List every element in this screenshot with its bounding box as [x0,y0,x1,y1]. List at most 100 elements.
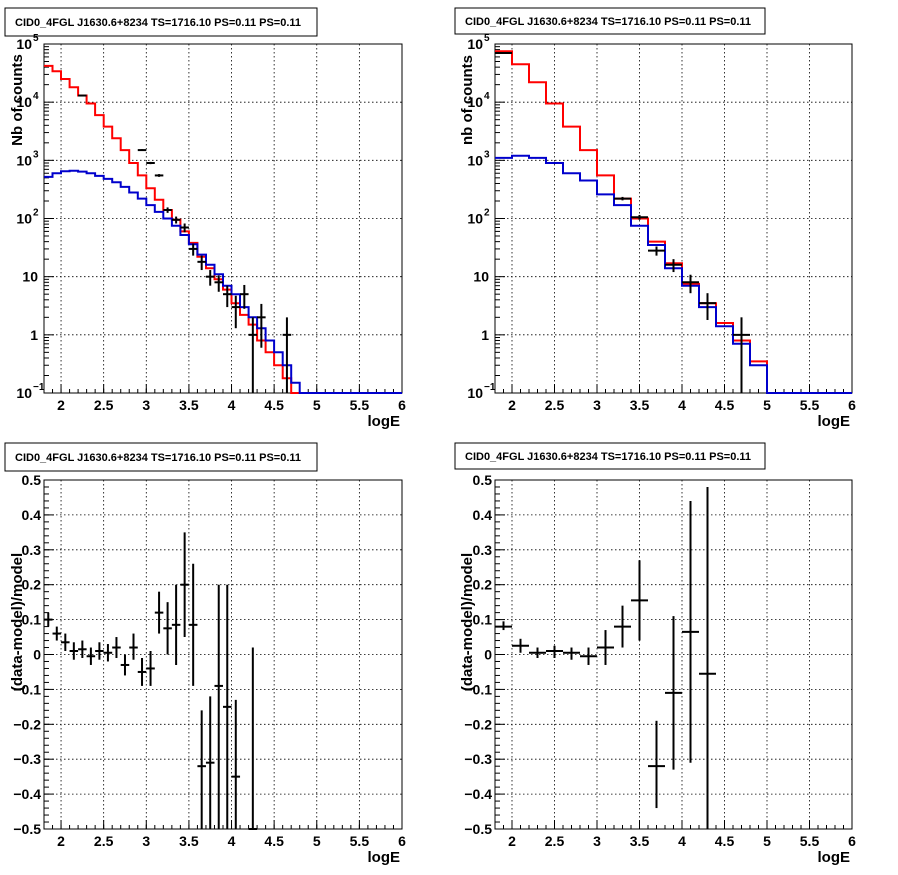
x-tick-label: 3.5 [179,397,199,413]
y-tick-label: 10 [16,152,32,168]
y-tick-label: 10 [467,94,483,110]
y-tick-label: 0.1 [473,612,493,628]
y-tick-label: −0.4 [464,786,492,802]
title-box [4,442,318,472]
x-axis-label: logE [818,413,851,430]
y-tick-label: 10 [467,152,483,168]
y-tick-exponent: 3 [33,149,39,160]
data-point [205,270,215,286]
data-point [112,637,121,658]
data-point [682,274,699,294]
x-tick-label: 5 [763,833,771,849]
y-tick-exponent: 3 [484,149,490,160]
data-point [52,626,62,641]
data-point [223,285,232,308]
title-box [4,7,318,37]
y-tick-label: 1 [30,327,38,343]
chart-panel-3: CID0_4FGL J1630.6+8234 TS=1716.10 PS=0.1… [4,442,406,866]
y-tick-label: 10 [467,36,483,52]
y-tick-exponent: −1 [33,382,45,393]
x-tick-label: 4 [678,397,686,413]
y-tick-exponent: 2 [484,208,490,219]
data-point [248,317,258,393]
y-tick-label: 0.3 [473,542,493,558]
data-point [188,563,198,686]
plot-frame [494,43,853,394]
y-tick-label: 1 [481,327,489,343]
data-point [614,196,631,201]
data-point [44,612,53,627]
data-point [120,654,130,676]
x-tick-label: 6 [848,833,856,849]
x-tick-label: 5 [313,833,321,849]
chart-title: CID0_4FGL J1630.6+8234 TS=1716.10 PS=0.1… [465,16,751,28]
y-tick-label: 10 [16,94,32,110]
y-tick-label: 10 [16,36,32,52]
data-point [580,647,597,665]
x-tick-label: 3.5 [630,833,650,849]
x-tick-label: 2.5 [94,833,114,849]
y-tick-label: −0.1 [13,681,41,697]
title-box [454,442,766,470]
chart-panel-1: CID0_4FGL J1630.6+8234 TS=1716.10 PS=0.1… [4,7,406,430]
y-axis-label: Nb of counts [9,54,26,146]
x-tick-label: 3.5 [630,397,650,413]
x-axis-label: logE [368,849,401,866]
x-tick-label: 2 [508,833,516,849]
y-axis-label: (data-model)/model [9,553,26,691]
y-tick-exponent: 4 [484,91,490,102]
x-tick-label: 5 [763,397,771,413]
y-tick-label: −0.2 [464,716,492,732]
chart-title: CID0_4FGL J1630.6+8234 TS=1716.10 PS=0.1… [15,452,301,464]
x-tick-label: 5.5 [350,397,370,413]
y-tick-label: −0.1 [464,681,492,697]
y-tick-label: −0.5 [13,821,41,837]
data-point [495,52,512,55]
y-tick-exponent: 5 [484,33,490,44]
data-point [495,621,512,631]
x-tick-label: 2.5 [545,833,565,849]
model-source-step-line [495,154,852,394]
y-tick-label: −0.3 [464,751,492,767]
y-tick-label: −0.4 [13,786,41,802]
data-point [699,486,716,829]
data-point [614,605,631,648]
x-tick-label: 3.5 [179,833,199,849]
y-tick-label: −0.5 [464,821,492,837]
x-tick-label: 4 [228,833,236,849]
data-point [146,161,155,165]
data-point [682,500,699,763]
y-axis-label: (data-model)/model [459,553,476,691]
data-point [648,246,665,256]
y-tick-label: 0.4 [473,507,493,523]
data-point [665,259,682,273]
y-tick-label: 0.2 [473,577,493,593]
x-tick-label: 3 [142,833,150,849]
data-point [248,647,258,830]
x-tick-label: 3 [142,397,150,413]
x-tick-label: 5.5 [350,833,370,849]
data-point [631,214,648,220]
x-tick-label: 4 [678,833,686,849]
x-tick-label: 6 [398,833,406,849]
data-point [146,651,155,686]
data-point [665,616,682,770]
y-tick-label: 0.4 [22,507,42,523]
data-point [529,647,546,658]
y-tick-label: −0.3 [13,751,41,767]
model-source-step-line [44,169,402,394]
y-tick-exponent: 4 [33,91,39,102]
data-point [597,630,614,665]
x-tick-label: 2.5 [94,397,114,413]
data-point [733,317,750,393]
x-tick-label: 3 [593,833,601,849]
data-point [69,642,79,660]
x-tick-label: 2 [57,397,65,413]
x-tick-label: 4 [228,397,236,413]
x-tick-label: 4.5 [715,833,735,849]
y-tick-label: 10 [22,269,38,285]
x-tick-label: 2 [57,833,65,849]
data-point [154,174,164,177]
data-point [163,207,172,213]
y-tick-label: 0 [33,647,41,663]
